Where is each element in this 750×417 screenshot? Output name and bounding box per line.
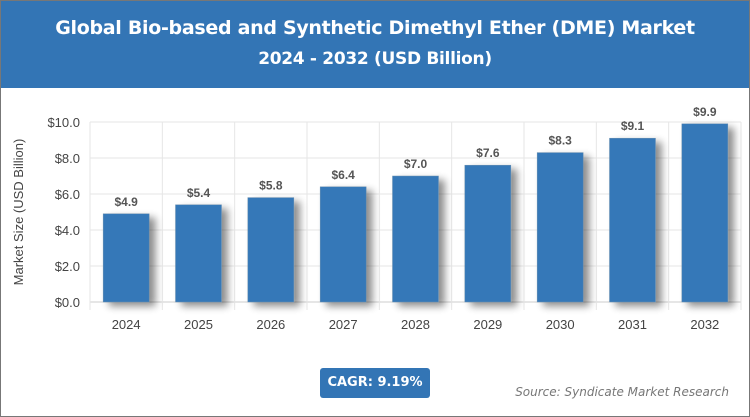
y-tick-label: $8.0 xyxy=(55,151,80,166)
y-tick-label: $6.0 xyxy=(55,187,80,202)
bar xyxy=(319,186,367,303)
x-tick-label: 2026 xyxy=(256,317,285,332)
source-note: Source: Syndicate Market Research xyxy=(515,385,729,399)
x-tick-label: 2025 xyxy=(184,317,213,332)
x-tick-label: 2028 xyxy=(401,317,430,332)
y-tick-label: $2.0 xyxy=(55,259,80,274)
bar xyxy=(536,152,584,303)
data-label: $7.6 xyxy=(476,146,500,160)
x-tick-label: 2029 xyxy=(473,317,502,332)
chart-subtitle: 2024 - 2032 (USD Billion) xyxy=(258,49,492,69)
chart-title: Global Bio-based and Synthetic Dimethyl … xyxy=(55,17,695,39)
x-tick-label: 2032 xyxy=(690,317,719,332)
cagr-badge: CAGR: 9.19% xyxy=(320,368,430,398)
data-label: $6.4 xyxy=(331,168,355,182)
y-axis-label: Market Size (USD Billion) xyxy=(11,139,26,286)
data-label: $5.4 xyxy=(187,186,211,200)
bar xyxy=(681,123,729,303)
data-label: $4.9 xyxy=(114,195,138,209)
y-tick-label: $10.0 xyxy=(47,115,80,130)
x-tick-label: 2027 xyxy=(329,317,358,332)
data-label: $8.3 xyxy=(548,134,572,148)
data-label: $5.8 xyxy=(259,179,283,193)
data-label: $7.0 xyxy=(404,157,428,171)
bar xyxy=(464,164,512,303)
x-tick-label: 2024 xyxy=(112,317,141,332)
bar xyxy=(609,137,656,303)
data-label: $9.9 xyxy=(693,105,717,119)
x-tick-label: 2031 xyxy=(618,317,647,332)
y-tick-label: $0.0 xyxy=(55,295,80,310)
bar xyxy=(175,204,222,303)
y-tick-label: $4.0 xyxy=(55,223,80,238)
bar xyxy=(247,197,295,303)
x-tick-label: 2030 xyxy=(546,317,575,332)
data-label: $9.1 xyxy=(621,119,645,133)
header-banner: Global Bio-based and Synthetic Dimethyl … xyxy=(1,1,749,88)
bar xyxy=(102,213,150,303)
bar xyxy=(392,175,439,303)
